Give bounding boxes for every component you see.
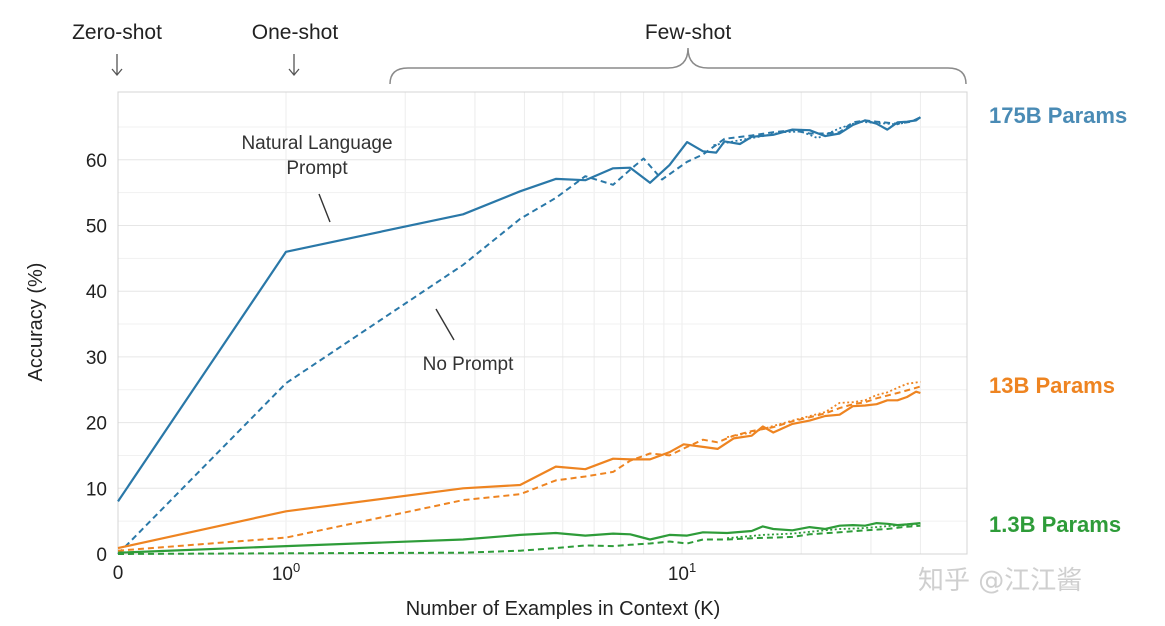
zero-shot-arrow-icon (111, 54, 123, 77)
x-tick-labels: 0 100 101 (113, 560, 696, 585)
annotation-natural-language-line1: Natural Language (241, 133, 392, 154)
few-shot-label: Few-shot (645, 21, 732, 44)
few-shot-brace-icon (389, 47, 967, 85)
x-tick-1-base: 10 (272, 564, 293, 585)
x-tick-2-base: 10 (668, 564, 689, 585)
x-tick-2-exp: 1 (689, 560, 696, 575)
series-layer (117, 116, 922, 555)
annotation-natural-language-line2: Prompt (286, 158, 348, 179)
plot-frame (117, 91, 968, 555)
y-tick-labels: 0 10 20 30 40 50 60 (86, 151, 107, 566)
y-tick-50: 50 (86, 217, 107, 238)
y-tick-20: 20 (86, 414, 107, 435)
series-175b-dashed (117, 116, 921, 555)
series-13b-solid (117, 390, 921, 550)
series-175b-solid (117, 116, 922, 503)
series-1-3b-solid (117, 521, 921, 554)
series-175b-dotted (713, 116, 921, 147)
annotation-no-prompt-pointer (435, 308, 455, 341)
annotation-natural-language-pointer (318, 193, 331, 223)
y-tick-30: 30 (86, 348, 107, 369)
y-tick-60: 60 (86, 151, 107, 172)
y-tick-10: 10 (86, 479, 107, 500)
grid (118, 92, 967, 554)
series-13b-dotted (726, 381, 921, 438)
x-tick-1-exp: 0 (293, 560, 300, 575)
series-1-3b-dotted (727, 522, 921, 540)
annotation-no-prompt: No Prompt (423, 354, 515, 375)
x-tick-1: 100 (272, 560, 300, 585)
one-shot-label: One-shot (252, 21, 339, 44)
zero-shot-label: Zero-shot (72, 21, 162, 44)
x-tick-0: 0 (113, 563, 124, 584)
x-tick-2: 101 (668, 560, 696, 585)
one-shot-arrow-icon (288, 54, 300, 77)
y-axis-label: Accuracy (%) (25, 263, 47, 382)
y-tick-40: 40 (86, 282, 107, 303)
x-axis-label: Number of Examples in Context (K) (406, 598, 721, 620)
y-tick-0: 0 (96, 545, 107, 566)
series-1-3b-dashed (117, 524, 921, 555)
model-label-1-3b: 1.3B Params (989, 512, 1121, 537)
watermark: 知乎 @江江酱 (918, 566, 1082, 596)
model-label-13b: 13B Params (989, 373, 1115, 398)
model-label-175b: 175B Params (989, 103, 1127, 128)
series-13b-dashed (117, 385, 921, 552)
